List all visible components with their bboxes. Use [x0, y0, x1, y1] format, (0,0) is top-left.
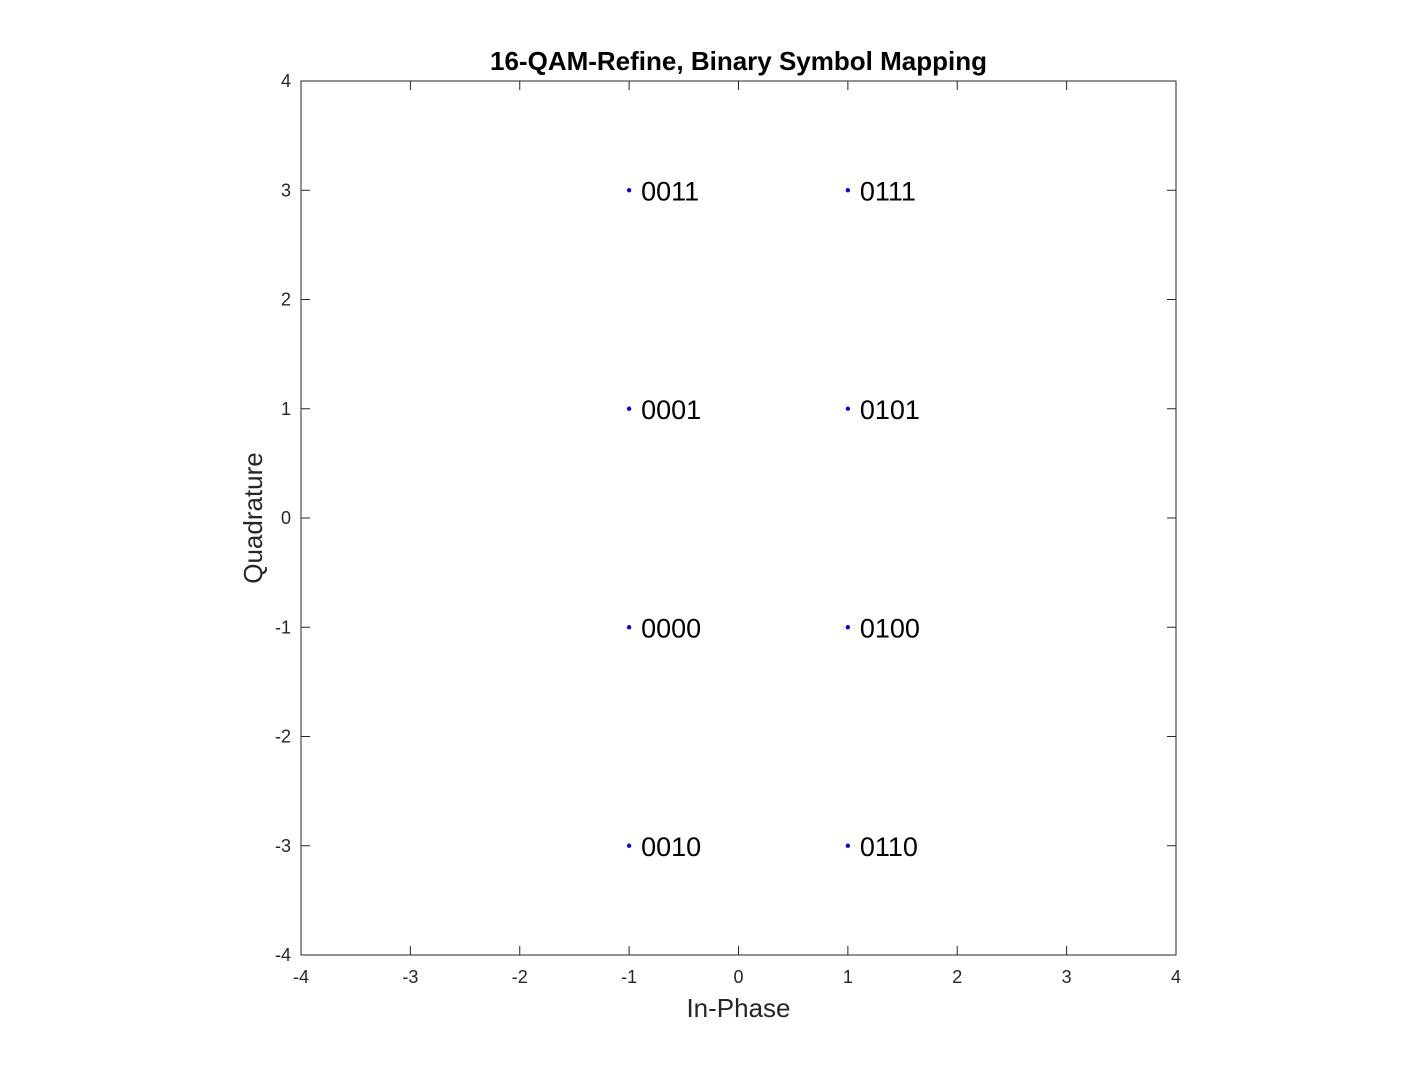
- y-tick-label: 4: [281, 71, 291, 91]
- x-tick-label: 2: [952, 967, 962, 987]
- y-tick-label: 3: [281, 180, 291, 200]
- y-tick-label: 0: [281, 508, 291, 528]
- x-tick-label: -4: [293, 967, 309, 987]
- data-point-label: 0100: [860, 613, 920, 643]
- data-point: [626, 843, 632, 848]
- data-point: [845, 843, 851, 848]
- x-tick-label: 3: [1062, 967, 1072, 987]
- y-axis-label: Quadrature: [238, 452, 268, 584]
- data-point-label: 0010: [641, 832, 701, 862]
- y-tick-label: -1: [275, 617, 291, 637]
- y-tick-label: 1: [281, 399, 291, 419]
- x-tick-label: -2: [512, 967, 528, 987]
- y-tick-label: -3: [275, 836, 291, 856]
- data-point-label: 0111: [860, 176, 916, 206]
- data-point-label: 0000: [641, 613, 701, 643]
- x-tick-label: -1: [621, 967, 637, 987]
- x-tick-label: -3: [402, 967, 418, 987]
- axes-box: [300, 80, 1177, 956]
- x-axis-label: In-Phase: [686, 993, 790, 1023]
- x-tick-label: 1: [843, 967, 853, 987]
- data-point: [626, 625, 632, 630]
- data-point: [626, 406, 632, 411]
- y-tick-label: -4: [275, 945, 291, 965]
- x-tick-label: 4: [1171, 967, 1181, 987]
- data-point: [845, 188, 851, 193]
- y-tick-label: -2: [275, 727, 291, 747]
- y-tick-label: 2: [281, 290, 291, 310]
- data-point: [845, 625, 851, 630]
- data-point-label: 0110: [860, 832, 918, 862]
- x-tick-label: 0: [733, 967, 743, 987]
- ticks-layer: [300, 80, 1177, 956]
- data-point-label: 0101: [860, 395, 920, 425]
- points-layer: 0011 0111 0001 0101 0000 0100 0010 0110: [626, 176, 920, 862]
- data-point: [845, 406, 851, 411]
- tick-labels-layer: -4 -3 -2 -1 0 1 2 3 4 -4 -3 -2 -1 0 1 2 3 4: [275, 71, 1181, 987]
- data-point-label: 0011: [641, 176, 699, 206]
- chart-title: 16-QAM-Refine, Binary Symbol Mapping: [490, 46, 987, 76]
- data-point: [626, 188, 632, 193]
- data-point-label: 0001: [641, 395, 701, 425]
